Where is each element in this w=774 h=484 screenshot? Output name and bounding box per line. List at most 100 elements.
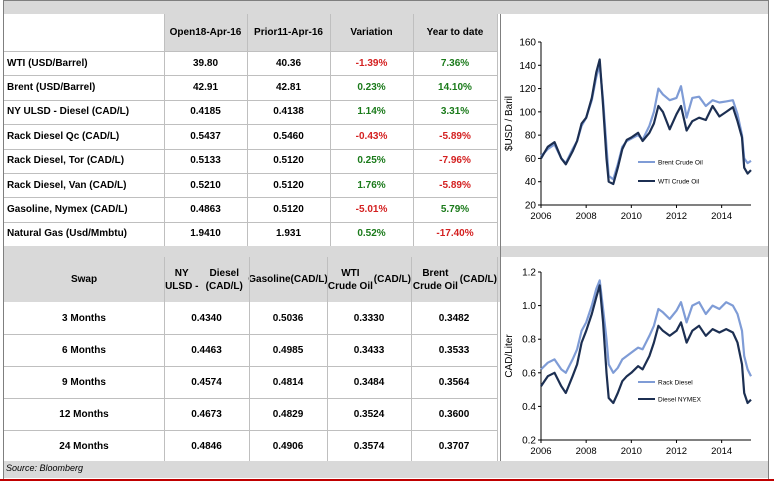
row-label: Brent (USD/Barrel) (7, 82, 96, 94)
prior-value: 0.5120 (273, 179, 304, 191)
column-rule (164, 14, 165, 247)
y-tick-label: 160 (519, 38, 536, 49)
wti-value: 0.3574 (353, 440, 385, 452)
prior-value: 0.5460 (273, 130, 304, 142)
ulsd-value: 0.4340 (191, 312, 222, 324)
y-tick-label: 0.2 (522, 436, 536, 447)
swaps-header-band (4, 257, 500, 302)
ulsd-value: 0.4463 (191, 344, 222, 356)
open-value: 39.80 (192, 57, 219, 69)
brent-value: 0.3533 (438, 344, 470, 356)
x-tick-label: 2012 (666, 446, 687, 457)
variation-value: 1.76% (357, 179, 386, 191)
open-value: 1.9410 (190, 228, 221, 240)
open-value: 0.5133 (190, 155, 221, 167)
wti-value: 0.3524 (353, 408, 385, 420)
row-rule (4, 398, 497, 399)
x-tick-label: 2010 (621, 211, 642, 222)
row-label: Natural Gas (Usd/Mmbtu) (7, 228, 128, 240)
row-rule (4, 100, 497, 101)
y-tick-label: 120 (519, 84, 536, 95)
legend-label: Brent Crude Oil (658, 160, 703, 167)
open-value: 42.91 (192, 82, 219, 94)
row-label: Gasoline, Nymex (CAD/L) (7, 204, 128, 216)
brent-value: 0.3564 (438, 376, 470, 388)
row-rule (4, 366, 497, 367)
y-tick-label: 80 (525, 131, 537, 142)
y-axis-label: CAD/Liter (504, 334, 515, 378)
x-tick-label: 2006 (530, 446, 551, 457)
column-rule (497, 14, 498, 247)
x-tick-label: 2012 (666, 211, 687, 222)
header-gasoline: Gasoline (CAD/L) (248, 274, 328, 285)
prior-value: 1.931 (275, 228, 302, 240)
row-label: Rack Diesel, Tor (CAD/L) (7, 155, 125, 167)
column-rule (327, 257, 328, 461)
diesel-chart: 0.2 0.4 0.6 0.8 1.0 1.2 2006 2008 2010 2012 2014 CA… (504, 268, 752, 457)
gasoline-value: 0.4906 (272, 440, 304, 452)
row-rule (4, 197, 497, 198)
gasoline-value: 0.5036 (272, 312, 304, 324)
swap-term: 9 Months (62, 376, 106, 388)
gasoline-value: 0.4829 (272, 408, 304, 420)
x-tick-label: 2014 (711, 446, 732, 457)
wti-value: 0.3484 (353, 376, 385, 388)
y-tick-label: 140 (519, 61, 536, 72)
source-note: Source: Bloomberg (6, 463, 84, 473)
open-value: 0.4863 (190, 204, 221, 216)
top-band (4, 1, 768, 14)
row-rule (4, 149, 497, 150)
column-rule (164, 257, 165, 461)
swap-term: 6 Months (62, 344, 106, 356)
row-label: WTI (USD/Barrel) (7, 57, 88, 69)
variation-value: 0.25% (357, 155, 386, 167)
header-variation: Variation (350, 27, 393, 38)
gasoline-value: 0.4814 (272, 376, 304, 388)
header-prior: Prior 11-Apr-16 (254, 27, 323, 38)
column-rule (247, 14, 248, 247)
series-line (540, 279, 752, 377)
row-rule (4, 430, 497, 431)
chart-divider (500, 14, 501, 461)
series-line (540, 58, 752, 186)
y-tick-label: 0.4 (522, 402, 536, 413)
variation-value: 1.14% (357, 106, 386, 118)
row-rule (4, 75, 497, 76)
x-tick-label: 2010 (621, 446, 642, 457)
header-brent: Brent Crude Oil (CAD/L) (412, 267, 497, 292)
header-ytd: Year to date (426, 27, 484, 38)
series-line (540, 284, 752, 405)
ytd-value: 5.79% (440, 204, 470, 216)
bottom-rule (0, 479, 774, 481)
swap-term: 24 Months (59, 440, 109, 452)
prior-value: 0.5120 (273, 155, 304, 167)
x-tick-label: 2008 (576, 211, 597, 222)
prior-value: 40.36 (275, 57, 302, 69)
row-rule (4, 222, 497, 223)
row-label: Rack Diesel Qc (CAD/L) (7, 130, 120, 142)
prior-value: 0.5120 (273, 204, 304, 216)
variation-value: 0.23% (357, 82, 386, 94)
header-swap: Swap (70, 274, 98, 285)
ytd-value: 3.31% (440, 106, 470, 118)
ytd-value: -5.89% (439, 130, 471, 142)
column-rule (411, 257, 412, 461)
open-value: 0.5437 (190, 130, 221, 142)
header-rule (4, 51, 497, 52)
y-axis-label: $USD / Baril (504, 96, 515, 151)
ulsd-value: 0.4574 (191, 376, 222, 388)
legend-label: WTI Crude Oil (658, 179, 700, 186)
y-tick-label: 40 (525, 177, 537, 188)
ytd-value: -5.89% (439, 179, 471, 191)
y-tick-label: 0.8 (522, 335, 536, 346)
x-tick-label: 2014 (711, 211, 732, 222)
open-value: 0.4185 (190, 106, 221, 118)
x-tick-label: 2008 (576, 446, 597, 457)
row-label: Rack Diesel, Van (CAD/L) (7, 179, 127, 191)
column-rule (249, 257, 250, 461)
y-tick-label: 0.6 (522, 368, 536, 379)
header-open: Open 18-Apr-16 (169, 27, 242, 38)
variation-value: -0.43% (355, 130, 388, 142)
legend-label: Rack Diesel (658, 380, 693, 387)
row-rule (4, 173, 497, 174)
